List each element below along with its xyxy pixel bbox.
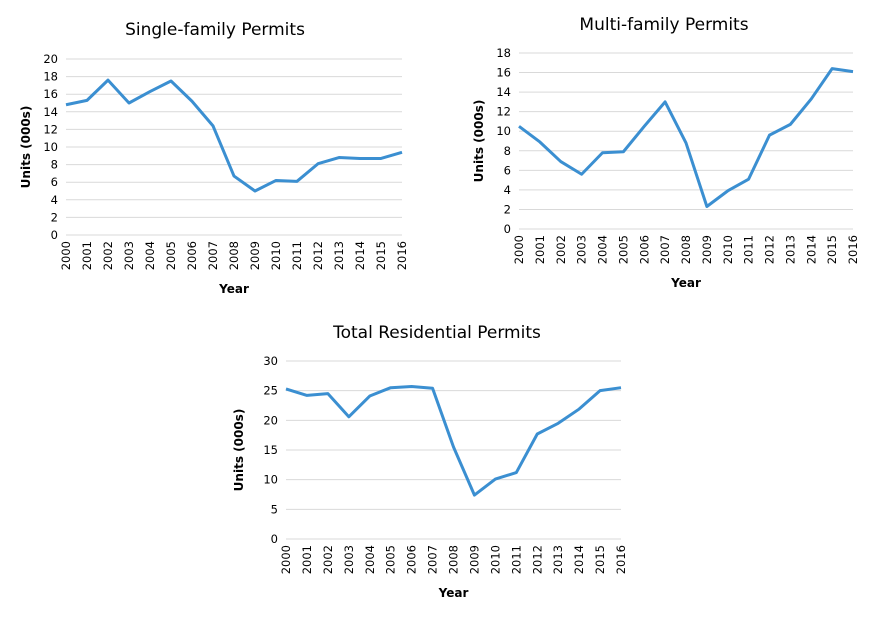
- x-tick-label: 2007: [658, 235, 672, 264]
- x-tick-label: 2003: [575, 235, 589, 264]
- x-tick-label: 2011: [290, 241, 304, 270]
- y-tick-label: 14: [496, 85, 511, 99]
- y-tick-label: 25: [263, 384, 278, 398]
- x-tick-label: 2010: [269, 241, 283, 270]
- x-tick-label: 2001: [300, 545, 314, 574]
- x-tick-label: 2009: [248, 241, 262, 270]
- x-tick-label: 2000: [59, 241, 73, 270]
- x-tick-label: 2006: [405, 545, 419, 574]
- y-tick-label: 18: [496, 46, 511, 60]
- x-tick-label: 2008: [679, 235, 693, 264]
- y-tick-label: 0: [51, 228, 58, 242]
- y-tick-label: 30: [263, 354, 278, 368]
- series-line: [519, 69, 853, 207]
- x-tick-label: 2014: [572, 545, 586, 574]
- chart-1: Single-family Permits 0 2 4 6 8 10 12 14 16 18 20 20…: [19, 20, 409, 296]
- y-tick-label: 16: [496, 66, 511, 80]
- x-tick-label: 2012: [763, 235, 777, 264]
- y-tick-label: 10: [263, 473, 278, 487]
- x-tick-label: 2001: [80, 241, 94, 270]
- y-tick-label: 0: [271, 532, 278, 546]
- x-tick-label: 2000: [279, 545, 293, 574]
- y-tick-label: 8: [504, 144, 511, 158]
- x-tick-label: 2014: [804, 235, 818, 264]
- y-tick-label: 14: [43, 105, 58, 119]
- y-tick-label: 15: [263, 443, 278, 457]
- x-tick-label: 2001: [533, 235, 547, 264]
- x-tick-label: 2015: [825, 235, 839, 264]
- x-tick-label: 2006: [637, 235, 651, 264]
- y-tick-label: 6: [51, 175, 58, 189]
- y-tick-label: 5: [271, 502, 278, 516]
- y-axis-label: Units (000s): [472, 100, 486, 183]
- x-tick-label: 2012: [311, 241, 325, 270]
- x-axis-label: Year: [670, 276, 701, 290]
- x-tick-label: 2008: [447, 545, 461, 574]
- y-tick-label: 16: [43, 87, 58, 101]
- y-tick-label: 18: [43, 70, 58, 84]
- chart-3: Total Residential Permits 0 5 10 15 20 25 30 200…: [232, 323, 628, 600]
- series-line: [286, 387, 621, 496]
- y-tick-label: 12: [43, 122, 58, 136]
- y-tick-label: 6: [504, 163, 511, 177]
- y-tick-label: 10: [43, 140, 58, 154]
- x-tick-label: 2004: [143, 241, 157, 270]
- x-tick-label: 2002: [101, 241, 115, 270]
- x-axis-label: Year: [218, 282, 249, 296]
- y-tick-label: 20: [43, 52, 58, 66]
- x-tick-label: 2012: [530, 545, 544, 574]
- x-tick-label: 2016: [395, 241, 409, 270]
- x-tick-label: 2000: [512, 235, 526, 264]
- x-tick-label: 2013: [783, 235, 797, 264]
- x-tick-label: 2005: [616, 235, 630, 264]
- x-tick-label: 2013: [551, 545, 565, 574]
- x-tick-label: 2010: [488, 545, 502, 574]
- x-tick-label: 2009: [700, 235, 714, 264]
- chart-title: Single-family Permits: [125, 20, 305, 40]
- x-tick-label: 2016: [846, 235, 860, 264]
- x-tick-label: 2003: [342, 545, 356, 574]
- x-tick-label: 2005: [384, 545, 398, 574]
- x-tick-label: 2007: [426, 545, 440, 574]
- x-tick-label: 2011: [742, 235, 756, 264]
- y-tick-label: 4: [504, 183, 511, 197]
- x-tick-label: 2016: [614, 545, 628, 574]
- chart-2: Multi-family Permits 0 2 4 6 8 10 12 14 16 18 2000 2…: [472, 15, 860, 290]
- x-tick-label: 2002: [321, 545, 335, 574]
- y-tick-label: 20: [263, 413, 278, 427]
- y-tick-label: 4: [51, 193, 58, 207]
- x-tick-label: 2007: [206, 241, 220, 270]
- x-tick-label: 2002: [554, 235, 568, 264]
- x-tick-label: 2008: [227, 241, 241, 270]
- x-tick-label: 2004: [363, 545, 377, 574]
- x-tick-label: 2006: [185, 241, 199, 270]
- y-tick-label: 2: [51, 210, 58, 224]
- y-tick-label: 2: [504, 202, 511, 216]
- x-tick-label: 2010: [721, 235, 735, 264]
- x-tick-label: 2009: [467, 545, 481, 574]
- x-tick-label: 2011: [509, 545, 523, 574]
- series-line: [66, 80, 402, 191]
- x-tick-label: 2014: [353, 241, 367, 270]
- x-tick-label: 2003: [122, 241, 136, 270]
- y-axis-label: Units (000s): [19, 106, 33, 189]
- x-tick-label: 2013: [332, 241, 346, 270]
- x-tick-label: 2015: [374, 241, 388, 270]
- y-tick-label: 12: [496, 105, 511, 119]
- y-tick-label: 0: [504, 222, 511, 236]
- x-tick-label: 2004: [596, 235, 610, 264]
- chart-title: Multi-family Permits: [579, 15, 748, 35]
- x-axis-label: Year: [438, 586, 469, 600]
- chart-title: Total Residential Permits: [332, 323, 541, 343]
- x-tick-label: 2015: [593, 545, 607, 574]
- x-tick-label: 2005: [164, 241, 178, 270]
- y-axis-label: Units (000s): [232, 409, 246, 492]
- y-tick-label: 10: [496, 124, 511, 138]
- y-tick-label: 8: [51, 158, 58, 172]
